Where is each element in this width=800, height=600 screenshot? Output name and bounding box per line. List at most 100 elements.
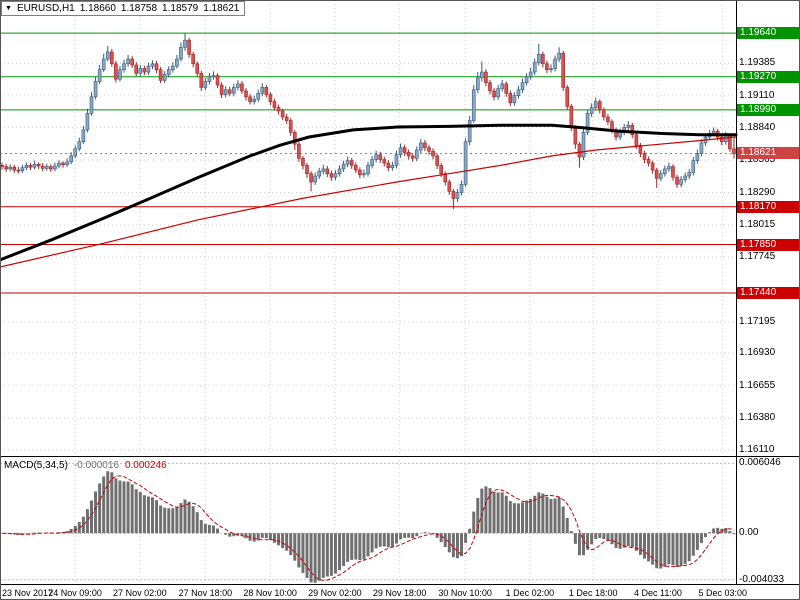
macd-signal-value: 0.000246 — [124, 460, 167, 471]
candle-body — [451, 191, 456, 199]
candle-body — [313, 175, 317, 183]
candle-body — [719, 136, 724, 143]
candle-body — [126, 58, 130, 65]
candle-body — [207, 76, 212, 82]
candle-body — [654, 169, 659, 179]
candle-body — [549, 68, 553, 70]
candle-body — [61, 162, 65, 166]
candle-body — [44, 166, 49, 169]
candle-body — [386, 162, 391, 169]
candle-body — [732, 148, 736, 154]
candle-body — [187, 39, 191, 55]
candle-body — [175, 58, 179, 67]
candle-body — [366, 165, 370, 174]
candle-body — [264, 87, 269, 95]
candle-body — [687, 172, 692, 177]
candle-body — [12, 166, 17, 171]
candle-body — [240, 83, 244, 92]
candle-body — [158, 69, 163, 81]
candle-body — [565, 87, 570, 107]
ma-slow-line — [0, 123, 738, 262]
candle-body — [40, 165, 45, 169]
candle-body — [260, 87, 265, 94]
candle-body — [341, 163, 346, 170]
candle-body — [321, 168, 326, 172]
candle-body — [585, 113, 590, 133]
candle-body — [16, 169, 21, 172]
candle-body — [370, 159, 374, 166]
candle-body — [589, 107, 594, 114]
candle-body — [142, 68, 147, 73]
candle-body — [305, 165, 309, 174]
macd-main-value: -0.000016 — [73, 460, 119, 471]
symbol-period: EURUSD,H1 — [16, 3, 75, 14]
candle-body — [276, 107, 281, 112]
candle-body — [69, 155, 73, 163]
candle-body — [691, 160, 696, 173]
candle-body — [508, 93, 513, 104]
candle-body — [671, 166, 675, 178]
candle-body — [219, 84, 224, 95]
candle-body — [541, 54, 545, 65]
candle-body — [480, 71, 484, 79]
candle-body — [561, 52, 565, 88]
candle-body — [349, 160, 354, 166]
candle-body — [73, 148, 78, 157]
candle-body — [325, 168, 330, 174]
candle-body — [606, 116, 610, 122]
candle-body — [122, 63, 126, 70]
candle-body — [455, 192, 460, 199]
candle-body — [618, 132, 622, 138]
candle-body — [293, 132, 297, 145]
candle-body — [646, 159, 651, 164]
candle-body — [663, 168, 667, 174]
candle-body — [65, 161, 69, 166]
candle-body — [4, 166, 8, 170]
candle-body — [443, 173, 448, 183]
candle-body — [569, 106, 574, 128]
candle-body — [699, 142, 704, 154]
candle-body — [362, 173, 366, 176]
ohlc-low: 1.18579 — [162, 3, 199, 14]
candle-body — [232, 87, 236, 94]
candle-body — [179, 46, 183, 60]
candle-body — [394, 154, 399, 166]
candle-body — [528, 71, 533, 78]
candle-body — [28, 165, 33, 168]
candle-body — [658, 173, 663, 179]
candle-body — [337, 168, 342, 174]
candle-body — [53, 165, 57, 170]
candle-body — [134, 64, 139, 74]
candle-body — [626, 124, 631, 128]
candle-body — [280, 110, 285, 118]
candle-body — [414, 149, 419, 159]
candle-body — [146, 65, 151, 73]
candle-body — [57, 162, 61, 167]
candle-body — [248, 96, 252, 102]
candle-body — [183, 39, 187, 48]
chart-dropdown-icon[interactable]: ▼ — [5, 5, 12, 12]
candle-body — [162, 74, 167, 81]
candle-body — [227, 89, 232, 94]
candle-body — [24, 165, 29, 169]
candle-body — [301, 158, 305, 166]
candle-body — [512, 95, 517, 104]
candle-body — [504, 83, 509, 94]
ma-fast-line — [0, 136, 737, 268]
candle-body — [602, 109, 606, 118]
ohlc-open: 1.18660 — [79, 3, 116, 14]
candle-body — [284, 116, 289, 121]
candle-body — [105, 51, 110, 60]
candle-body — [459, 183, 464, 193]
candle-body — [166, 69, 171, 75]
candle-body — [203, 81, 208, 88]
candle-body — [199, 72, 204, 88]
candle-body — [85, 113, 90, 131]
candle-body — [711, 130, 716, 134]
candle-body — [488, 82, 492, 92]
candle-body — [516, 89, 521, 96]
candle-body — [297, 143, 301, 159]
candle-body — [419, 142, 423, 151]
